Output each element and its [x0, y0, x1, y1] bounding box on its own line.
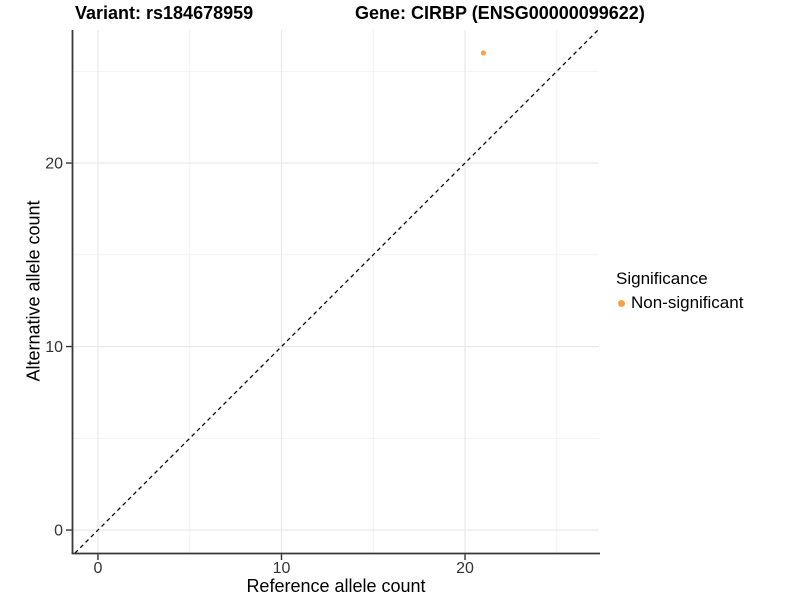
- identity-dashed-line: [74, 29, 599, 554]
- legend-title: Significance: [616, 269, 708, 288]
- variant-title: Variant: rs184678959: [75, 3, 254, 23]
- data-point: [480, 50, 486, 56]
- y-tick-label: 0: [54, 523, 63, 540]
- y-tick-label: 10: [45, 339, 63, 356]
- x-axis-title: Reference allele count: [246, 576, 426, 596]
- legend-item-label: Non-significant: [631, 293, 744, 312]
- x-tick-label: 20: [456, 560, 474, 577]
- legend: Significance Non-significant: [614, 269, 743, 313]
- x-tick-label: 10: [273, 560, 291, 577]
- y-axis-title: Alternative allele count: [23, 200, 44, 382]
- gene-title: Gene: CIRBP (ENSG00000099622): [355, 3, 645, 23]
- legend-item-non-significant: Non-significant: [614, 293, 743, 313]
- x-tick-label: 0: [94, 560, 103, 577]
- y-tick-label: 20: [45, 156, 63, 173]
- legend-point-icon: [618, 299, 625, 307]
